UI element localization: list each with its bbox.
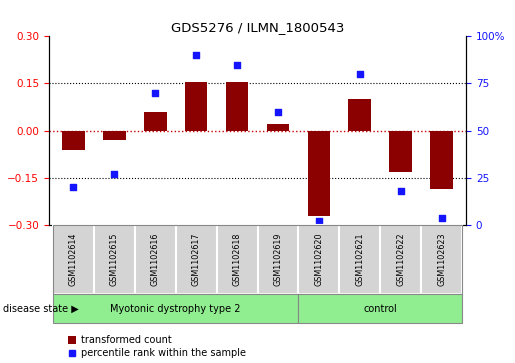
Bar <box>267 125 289 131</box>
Bar <box>217 225 258 294</box>
Text: disease state ▶: disease state ▶ <box>3 303 78 314</box>
Bar <box>53 225 94 294</box>
Bar <box>349 99 371 131</box>
Bar <box>226 82 248 131</box>
Text: GSM1102620: GSM1102620 <box>314 233 323 286</box>
Point <box>274 109 282 115</box>
Bar <box>298 294 462 323</box>
Bar <box>380 225 421 294</box>
Point <box>437 215 445 220</box>
Bar <box>258 225 298 294</box>
Point <box>397 188 405 194</box>
Bar <box>307 131 330 216</box>
Point <box>315 219 323 224</box>
Text: GSM1102621: GSM1102621 <box>355 233 364 286</box>
Bar <box>421 225 462 294</box>
Point <box>70 184 78 190</box>
Bar <box>144 112 166 131</box>
Text: GSM1102618: GSM1102618 <box>233 233 242 286</box>
Text: GSM1102615: GSM1102615 <box>110 233 119 286</box>
Text: GSM1102619: GSM1102619 <box>273 233 282 286</box>
Bar <box>53 294 298 323</box>
Text: GSM1102623: GSM1102623 <box>437 233 446 286</box>
Text: GSM1102616: GSM1102616 <box>151 233 160 286</box>
Bar <box>389 131 412 172</box>
Point <box>356 71 364 77</box>
Text: control: control <box>363 303 397 314</box>
Bar <box>62 131 84 150</box>
Bar <box>103 131 126 140</box>
Bar <box>176 225 217 294</box>
Title: GDS5276 / ILMN_1800543: GDS5276 / ILMN_1800543 <box>171 21 344 34</box>
Text: GSM1102617: GSM1102617 <box>192 233 201 286</box>
Text: GSM1102614: GSM1102614 <box>69 233 78 286</box>
Bar <box>135 225 176 294</box>
Text: Myotonic dystrophy type 2: Myotonic dystrophy type 2 <box>110 303 241 314</box>
Point <box>110 171 118 177</box>
Legend: transformed count, percentile rank within the sample: transformed count, percentile rank withi… <box>64 331 249 362</box>
Point <box>192 52 200 58</box>
Point <box>151 90 159 96</box>
Point <box>233 62 241 68</box>
Bar <box>431 131 453 189</box>
Bar <box>339 225 380 294</box>
Text: GSM1102622: GSM1102622 <box>396 233 405 286</box>
Bar <box>298 225 339 294</box>
Bar <box>185 82 208 131</box>
Bar <box>94 225 135 294</box>
